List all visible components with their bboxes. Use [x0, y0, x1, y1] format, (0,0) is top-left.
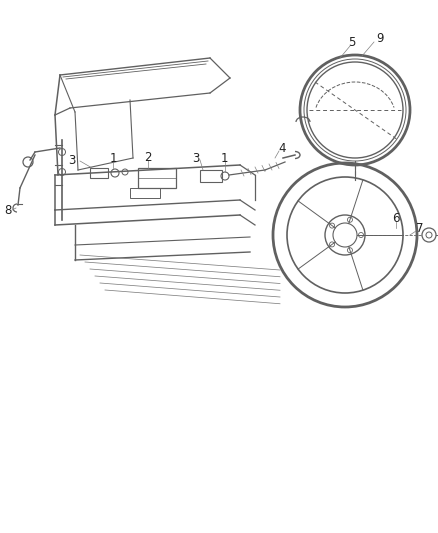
- Text: 6: 6: [392, 212, 399, 224]
- Text: 1: 1: [109, 151, 117, 165]
- Text: 7: 7: [415, 222, 423, 235]
- Text: 1: 1: [220, 151, 227, 165]
- Text: 2: 2: [144, 150, 152, 164]
- Text: 8: 8: [4, 204, 12, 216]
- Text: 5: 5: [347, 36, 355, 49]
- Text: 9: 9: [375, 31, 383, 44]
- Text: 3: 3: [192, 151, 199, 165]
- Text: 3: 3: [68, 154, 75, 166]
- Text: 4: 4: [278, 141, 285, 155]
